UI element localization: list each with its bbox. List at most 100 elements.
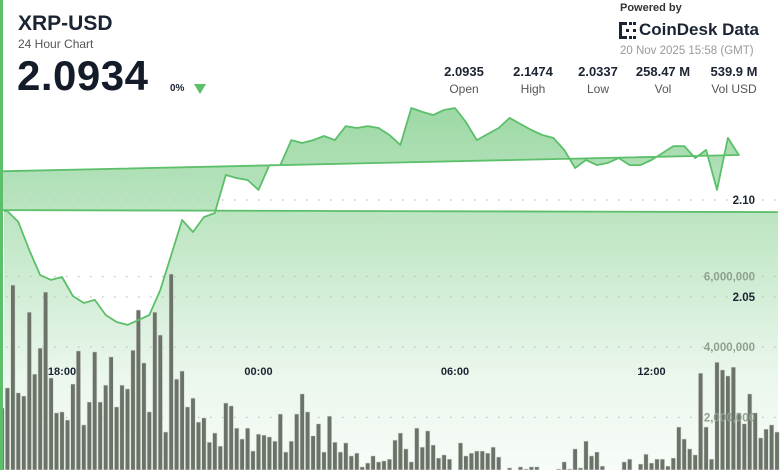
volume-bar xyxy=(75,350,81,470)
volume-bar xyxy=(665,465,671,470)
stat-vol-usd: 539.9 M Vol USD xyxy=(694,64,774,96)
volume-bar xyxy=(490,446,496,470)
volume-bar xyxy=(294,413,300,470)
volume-bar xyxy=(288,440,294,470)
volume-tick-label: 6,000,000 xyxy=(704,272,755,284)
stat-value: 2.0935 xyxy=(444,64,484,79)
volume-bar xyxy=(48,377,54,470)
volume-bar xyxy=(223,402,229,470)
volume-bar xyxy=(588,455,594,470)
volume-bar xyxy=(365,462,371,470)
volume-bar xyxy=(310,435,316,470)
volume-bar xyxy=(37,347,43,470)
stat-label: Low xyxy=(586,82,609,96)
volume-bar xyxy=(408,461,414,470)
volume-bar xyxy=(763,428,769,470)
volume-bar xyxy=(250,450,256,470)
volume-bar xyxy=(561,461,567,470)
volume-bar xyxy=(747,393,753,470)
time-tick-label: 00:00 xyxy=(244,366,272,378)
volume-bar xyxy=(146,411,152,470)
volume-bar xyxy=(86,401,92,470)
volume-bar xyxy=(234,427,240,470)
powered-by-label: Powered by xyxy=(620,2,682,14)
volume-bar xyxy=(648,462,654,470)
volume-bar xyxy=(659,458,665,470)
volume-bar xyxy=(103,384,109,470)
volume-bar xyxy=(26,311,32,470)
volume-bar xyxy=(315,423,321,470)
triangle-down-icon xyxy=(194,84,206,94)
current-price: 2.0934 xyxy=(17,52,149,99)
accent-bar xyxy=(0,0,3,470)
volume-bar xyxy=(92,351,98,470)
volume-bar xyxy=(687,448,693,470)
volume-bar xyxy=(643,453,649,470)
volume-bar xyxy=(152,311,158,470)
volume-bar xyxy=(299,393,305,470)
volume-bar xyxy=(201,417,207,470)
volume-bar xyxy=(769,424,775,470)
volume-bar xyxy=(163,431,169,470)
volume-bar xyxy=(583,440,589,470)
volume-bar xyxy=(446,458,452,470)
stat-label: Open xyxy=(449,82,479,96)
volume-bar xyxy=(654,458,660,470)
volume-bar xyxy=(65,419,71,470)
price-area xyxy=(0,108,778,470)
volume-bar xyxy=(272,440,278,470)
volume-bar xyxy=(774,431,780,470)
stat-value: 258.47 M xyxy=(635,64,691,79)
volume-bar xyxy=(354,452,360,470)
volume-bar xyxy=(676,426,682,470)
volume-bar xyxy=(266,436,272,470)
stat-value: 2.1474 xyxy=(513,64,553,79)
stat-value: 2.0337 xyxy=(578,64,618,79)
volume-bar xyxy=(157,334,163,470)
coindesk-logo[interactable]: CoinDesk Data xyxy=(619,20,759,40)
stat-high: 2.1474 High xyxy=(493,64,573,96)
volume-bar xyxy=(283,451,289,470)
volume-bar xyxy=(419,446,425,470)
volume-bar xyxy=(59,411,65,470)
volume-bar xyxy=(681,438,687,470)
chart-subtitle: 24 Hour Chart xyxy=(18,37,94,51)
volume-bar xyxy=(397,432,403,470)
volume-bar xyxy=(21,395,27,470)
volume-bar xyxy=(196,421,202,470)
volume-bar xyxy=(174,378,180,470)
volume-bar xyxy=(119,384,125,470)
volume-bar xyxy=(381,460,387,470)
volume-bar xyxy=(337,451,343,470)
volume-bar xyxy=(15,392,21,470)
stat-open: 2.0935 Open xyxy=(424,64,504,96)
volume-bar xyxy=(414,427,420,470)
volume-bar xyxy=(190,397,196,470)
volume-bar xyxy=(436,457,442,470)
volume-bar xyxy=(348,455,354,470)
volume-bar xyxy=(468,452,474,470)
stat-label: Vol USD xyxy=(711,82,757,96)
pair-title: XRP-USD xyxy=(18,12,113,35)
volume-bar xyxy=(53,412,59,470)
volume-bar xyxy=(305,411,311,470)
volume-bar xyxy=(708,458,714,470)
volume-bar xyxy=(239,438,245,470)
volume-bar xyxy=(125,388,131,470)
volume-bar xyxy=(212,432,218,470)
volume-bar xyxy=(741,423,747,470)
volume-bar xyxy=(245,427,251,470)
volume-bar xyxy=(496,456,502,470)
stat-low: 2.0337 Low xyxy=(558,64,638,96)
volume-bar xyxy=(638,463,644,470)
volume-bar xyxy=(703,426,709,470)
volume-bar xyxy=(376,461,382,470)
volume-bar xyxy=(32,373,38,470)
volume-bar xyxy=(698,372,704,470)
price-line xyxy=(0,107,779,326)
volume-bar xyxy=(277,413,283,470)
volume-bar xyxy=(326,415,332,470)
volume-bar xyxy=(714,361,720,470)
volume-bar xyxy=(425,430,431,470)
volume-bar xyxy=(430,444,436,470)
